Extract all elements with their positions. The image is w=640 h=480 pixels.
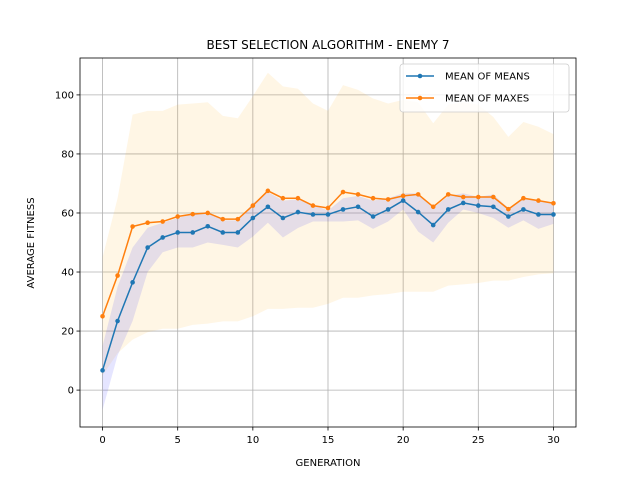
series-band-0: [102, 192, 554, 410]
data-point: [445, 207, 451, 212]
data-point: [521, 207, 526, 212]
data-point: [235, 230, 241, 235]
series-points: [100, 188, 556, 373]
data-point: [325, 212, 331, 217]
data-point: [100, 314, 105, 319]
data-point: [340, 207, 346, 212]
data-point: [130, 280, 135, 285]
data-point: [460, 200, 466, 206]
data-point: [175, 214, 180, 219]
data-point: [476, 203, 481, 208]
y-axis-ticks: 0 20 40 60 80 100: [55, 90, 80, 397]
data-point: [400, 193, 406, 199]
data-point: [445, 192, 451, 197]
x-tick-label: 15: [322, 435, 335, 446]
data-point: [551, 212, 556, 217]
data-point: [310, 212, 316, 217]
data-point: [115, 273, 120, 278]
data-point: [190, 211, 196, 217]
y-tick-label: 20: [61, 327, 74, 338]
data-point: [190, 230, 196, 235]
data-point: [476, 194, 481, 200]
data-point: [430, 222, 436, 228]
data-point: [280, 215, 286, 221]
x-tick-label: 20: [397, 435, 410, 446]
data-point: [250, 215, 256, 221]
data-point: [295, 195, 301, 201]
x-tick-label: 10: [246, 435, 259, 446]
y-tick-label: 0: [68, 386, 74, 397]
bands: [102, 72, 554, 410]
data-point: [536, 212, 541, 217]
data-point: [295, 209, 301, 215]
x-tick-label: 25: [472, 435, 485, 446]
data-point: [506, 214, 511, 219]
y-tick-label: 40: [61, 268, 74, 279]
data-point: [355, 192, 361, 197]
chart-title: BEST SELECTION ALGORITHM - ENEMY 7: [207, 38, 450, 52]
data-point: [355, 204, 361, 210]
x-axis-label: GENERATION: [296, 458, 361, 469]
legend-label-0: MEAN OF MEANS: [445, 72, 530, 83]
data-point: [370, 195, 376, 201]
data-point: [205, 223, 211, 229]
series-band-1: [102, 72, 554, 376]
legend-marker-1: [417, 95, 423, 101]
x-tick-label: 0: [99, 435, 105, 446]
x-tick-label: 5: [175, 435, 181, 446]
data-point: [160, 235, 165, 240]
data-point: [400, 198, 406, 203]
y-tick-label: 60: [61, 208, 74, 219]
data-point: [521, 195, 526, 201]
y-tick-label: 80: [61, 149, 74, 160]
data-point: [280, 195, 286, 201]
data-point: [235, 216, 241, 222]
data-point: [340, 189, 346, 195]
data-point: [115, 318, 120, 324]
data-point: [325, 205, 331, 211]
data-point: [536, 198, 541, 203]
x-tick-label: 30: [547, 435, 560, 446]
data-point: [460, 194, 466, 200]
legend-marker-0: [417, 73, 423, 79]
data-point: [415, 209, 421, 215]
data-point: [265, 204, 271, 210]
legend-box: [399, 63, 570, 113]
data-point: [250, 203, 256, 208]
data-point: [205, 210, 211, 216]
data-point: [415, 192, 421, 197]
data-point: [100, 368, 105, 373]
data-point: [551, 200, 556, 206]
data-point: [145, 220, 150, 226]
y-tick-label: 100: [55, 90, 74, 101]
data-point: [265, 188, 271, 194]
data-point: [430, 204, 436, 210]
legend-label-1: MEAN OF MAXES: [445, 94, 529, 105]
data-point: [160, 219, 165, 224]
data-point: [145, 245, 150, 250]
data-point: [130, 224, 135, 229]
data-point: [506, 206, 511, 212]
data-point: [491, 194, 496, 200]
legend: MEAN OF MEANS MEAN OF MAXES: [399, 63, 570, 113]
data-point: [491, 204, 496, 210]
x-axis-ticks: 0 5 10 15 20 25 30: [99, 427, 560, 446]
data-point: [310, 203, 316, 208]
data-point: [385, 207, 391, 212]
y-axis-label: AVERAGE FITNESS: [26, 197, 37, 288]
data-point: [220, 216, 226, 222]
data-point: [175, 230, 180, 235]
data-point: [370, 214, 376, 219]
data-point: [220, 230, 226, 235]
data-point: [385, 197, 391, 202]
